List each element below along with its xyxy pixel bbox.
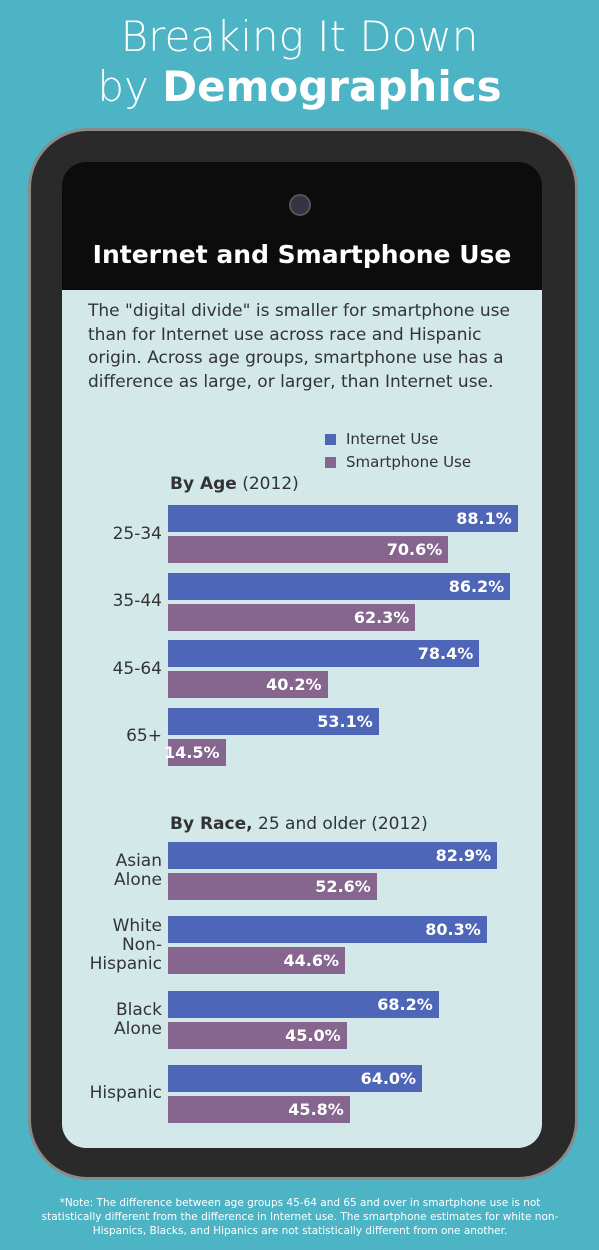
bar: 64.0%	[168, 1064, 423, 1092]
bar: 88.1%	[168, 505, 518, 532]
value-label: 78.4%	[417, 644, 474, 664]
bar: 44.6%	[168, 947, 346, 975]
bar: 53.1%	[168, 707, 379, 735]
bar: 70.6%	[168, 536, 449, 563]
value-label: 40.2%	[266, 675, 322, 695]
bar: 45.8%	[168, 1095, 350, 1123]
chart-title-bold: By Age	[170, 474, 237, 494]
value-label: 82.9%	[435, 846, 492, 865]
value-label: 14.5%	[164, 742, 220, 762]
header-line: by Demographics	[0, 62, 599, 112]
footnote: *Note: The difference between age groups…	[41, 1197, 559, 1237]
category-label: Hispanic	[89, 1083, 162, 1104]
value-label: 64.0%	[360, 1068, 417, 1088]
category-label: Asian Alone	[114, 851, 162, 890]
category-label: 25-34	[112, 523, 162, 544]
value-label: 52.6%	[315, 877, 371, 896]
value-label: 70.6%	[386, 540, 443, 559]
value-label: 68.2%	[377, 994, 433, 1014]
chart-title-rest: 25 and older (2012)	[258, 814, 428, 834]
bar: 62.3%	[168, 603, 416, 631]
bar: 45.0%	[168, 1021, 347, 1049]
bar: 52.6%	[168, 873, 377, 900]
value-label: 44.6%	[283, 951, 340, 971]
value-label: 80.3%	[425, 920, 481, 940]
camera	[289, 194, 311, 216]
description: The "digital divide" is smaller for smar…	[88, 301, 510, 392]
bar: 78.4%	[168, 640, 480, 668]
header-bold: Demographics	[162, 62, 502, 111]
category-label: White Non-Hispanic	[89, 915, 162, 974]
legend-item: Smartphone Use	[325, 453, 471, 471]
header-line: Breaking It Down	[120, 12, 479, 61]
value-label: 62.3%	[353, 607, 410, 627]
category-label: 65+	[126, 726, 162, 747]
legend-item: Internet Use	[325, 430, 438, 448]
bar: 68.2%	[168, 990, 439, 1018]
category-label: 45-64	[112, 658, 162, 679]
value-label: 45.8%	[288, 1099, 344, 1119]
chart-title-bold: By Race,	[170, 814, 253, 834]
bar: 80.3%	[168, 916, 487, 944]
value-label: 53.1%	[317, 711, 373, 731]
chart-title: By Age (2012)	[170, 474, 299, 494]
header-prefix: by	[97, 62, 149, 111]
panel-title: Internet and Smartphone Use	[92, 240, 512, 269]
category-label: 35-44	[112, 591, 162, 612]
legend-swatch	[325, 457, 336, 468]
value-label: 88.1%	[456, 509, 512, 528]
chart-title: By Race, 25 and older (2012)	[170, 814, 428, 834]
bar: 82.9%	[168, 842, 498, 869]
category-label: Black Alone	[114, 999, 162, 1039]
value-label: 86.2%	[448, 576, 505, 596]
legend-swatch	[325, 434, 336, 445]
value-label: 45.0%	[285, 1025, 341, 1045]
chart-title-rest: (2012)	[242, 474, 299, 494]
bar: 40.2%	[168, 671, 328, 699]
legend-label: Internet Use	[346, 430, 439, 448]
header: Breaking It Down by Demographics	[0, 12, 599, 112]
bar: 14.5%	[164, 738, 226, 766]
bar: 86.2%	[168, 572, 511, 600]
legend-label: Smartphone Use	[346, 453, 472, 471]
